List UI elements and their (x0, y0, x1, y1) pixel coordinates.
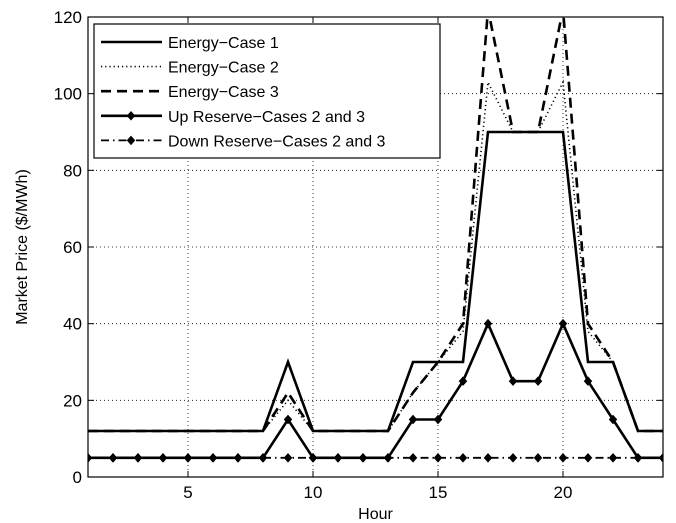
series-line-1 (88, 130, 663, 433)
series-4-point (433, 414, 443, 425)
series-5-point (233, 452, 243, 463)
y-tick-label: 40 (63, 315, 82, 334)
series-5-point (88, 452, 93, 463)
series-5-point (433, 452, 443, 463)
y-tick-label: 100 (54, 85, 82, 104)
x-tick-label: 20 (554, 483, 573, 502)
series-5-point (133, 452, 143, 463)
series-4-point (558, 318, 568, 329)
y-axis-title: Market Price ($/MWh) (14, 169, 31, 325)
series-4-point (533, 376, 543, 387)
series-line-2 (88, 79, 663, 432)
y-tick-label: 20 (63, 391, 82, 410)
series-5-point (633, 452, 643, 463)
y-tick-label: 60 (63, 238, 82, 257)
series-4-point (408, 414, 418, 425)
tick-labels: 5 10 15 20 0 20 40 60 80 100 120 (54, 8, 573, 502)
legend-label-4: Up Reserve−Cases 2 and 3 (168, 109, 365, 126)
plot-frame (87, 16, 664, 478)
series-5-point (333, 452, 343, 463)
series-5-point (108, 452, 118, 463)
series-5-point (608, 452, 618, 463)
series-5-point (158, 452, 168, 463)
legend-label-1: Energy−Case 1 (168, 35, 279, 52)
y-tick-label: 80 (63, 161, 82, 180)
series-4-point (458, 376, 468, 387)
series-4-point (508, 376, 518, 387)
legend-marker-5 (126, 135, 136, 146)
series-5-point (533, 452, 543, 463)
series-5-point (358, 452, 368, 463)
y-tick-label: 0 (73, 468, 82, 487)
x-tick-label: 15 (429, 483, 448, 502)
x-axis-title: Hour (358, 506, 393, 523)
series-4-point (608, 414, 618, 425)
series-5-point (658, 452, 663, 463)
series-line-4 (88, 320, 663, 460)
series-5-point (408, 452, 418, 463)
series-5-point (183, 452, 193, 463)
series-5-point (283, 452, 293, 463)
plot-area (88, 17, 663, 463)
series-5-point (208, 452, 218, 463)
series-5-point (483, 452, 493, 463)
x-tick-label: 5 (183, 483, 192, 502)
legend-marker-4 (126, 110, 136, 121)
series-5-point (458, 452, 468, 463)
series-5-point (583, 452, 593, 463)
series-4-point (283, 414, 293, 425)
legend-label-3: Energy−Case 3 (168, 84, 279, 101)
series-4-point (583, 376, 593, 387)
series-5-point (508, 452, 518, 463)
series-line-3 (88, 17, 663, 433)
x-tick-label: 10 (304, 483, 323, 502)
legend: Energy−Case 1 Energy−Case 2 Energy−Case 3 U… (93, 23, 441, 159)
series-5-point (308, 452, 318, 463)
series-4-point (483, 318, 493, 329)
legend-label-2: Energy−Case 2 (168, 60, 279, 77)
series-5-point (383, 452, 393, 463)
legend-label-5: Down Reserve−Cases 2 and 3 (168, 133, 386, 150)
series-5-point (558, 452, 568, 463)
y-tick-label: 120 (54, 8, 82, 27)
series-5-point (258, 452, 268, 463)
